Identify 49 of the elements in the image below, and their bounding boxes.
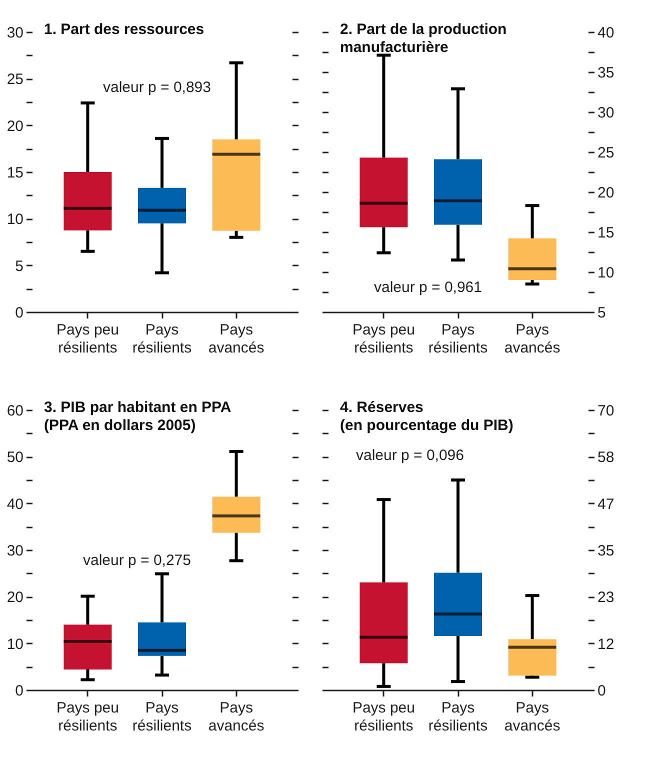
annotation: valeur p = 0,275: [83, 552, 191, 569]
y2-tick-label: 35: [598, 64, 614, 82]
y2-tick-label: 58: [598, 449, 614, 466]
x-tick-label: Pays avancés: [504, 322, 560, 356]
x-tick-label: Pays résilients: [428, 700, 488, 734]
x-tick-label: Pays résilients: [132, 700, 192, 734]
x-tick-label: Pays peu résilients: [352, 322, 415, 356]
y-tick-label: 10: [6, 211, 24, 228]
y-tick-label: 60: [6, 402, 24, 420]
y2-tick-label: 20: [598, 184, 614, 202]
x-tick-label: Pays peu résilients: [56, 700, 119, 734]
x-tick-label: Pays avancés: [208, 700, 264, 734]
chart-title: 3. PIB par habitant en PPA (PPA en dollars 2005): [44, 399, 232, 434]
y2-tick-label: 23: [598, 589, 614, 606]
y-tick-label: 30: [6, 24, 24, 42]
y-tick-label: 50: [6, 449, 24, 466]
y-tick-label: 0: [15, 304, 24, 322]
y2-tick-label: 25: [598, 144, 614, 162]
chart-title: 4. Réserves (en pourcentage du PIB): [340, 399, 514, 434]
y-tick-label: 20: [6, 589, 24, 606]
y-tick-label: 5: [15, 258, 24, 275]
y2-tick-label: 70: [598, 402, 614, 420]
x-tick-label: Pays avancés: [208, 322, 264, 356]
x-tick-label: Pays peu résilients: [352, 700, 415, 734]
annotation: valeur p = 0,096: [356, 447, 464, 464]
y2-tick-label: 35: [598, 542, 614, 560]
chart-title: 2. Part de la production manufacturière: [340, 21, 507, 56]
y-tick-label: 25: [6, 71, 24, 88]
annotation: valeur p = 0,961: [374, 279, 482, 296]
y-tick-label: 10: [6, 636, 24, 653]
x-tick-label: Pays résilients: [428, 322, 488, 356]
y2-tick-label: 47: [598, 496, 614, 513]
x-tick-label: Pays avancés: [504, 700, 560, 734]
x-tick-label: Pays peu résilients: [56, 322, 119, 356]
annotation: valeur p = 0,893: [103, 79, 211, 96]
x-tick-label: Pays résilients: [132, 322, 192, 356]
y-tick-label: 15: [6, 164, 24, 182]
y2-tick-label: 12: [598, 636, 614, 653]
y-tick-label: 20: [6, 118, 24, 135]
y2-tick-label: 5: [598, 304, 606, 322]
chart-title: 1. Part des ressources: [44, 21, 204, 38]
y2-tick-label: 10: [598, 264, 614, 282]
y-tick-label: 0: [15, 682, 24, 700]
y2-tick-label: 0: [598, 682, 606, 700]
y-tick-label: 30: [6, 542, 24, 560]
y-tick-label: 40: [6, 496, 24, 513]
y2-tick-label: 15: [598, 224, 614, 242]
y2-tick-label: 40: [598, 24, 614, 42]
y2-tick-label: 30: [598, 104, 614, 122]
